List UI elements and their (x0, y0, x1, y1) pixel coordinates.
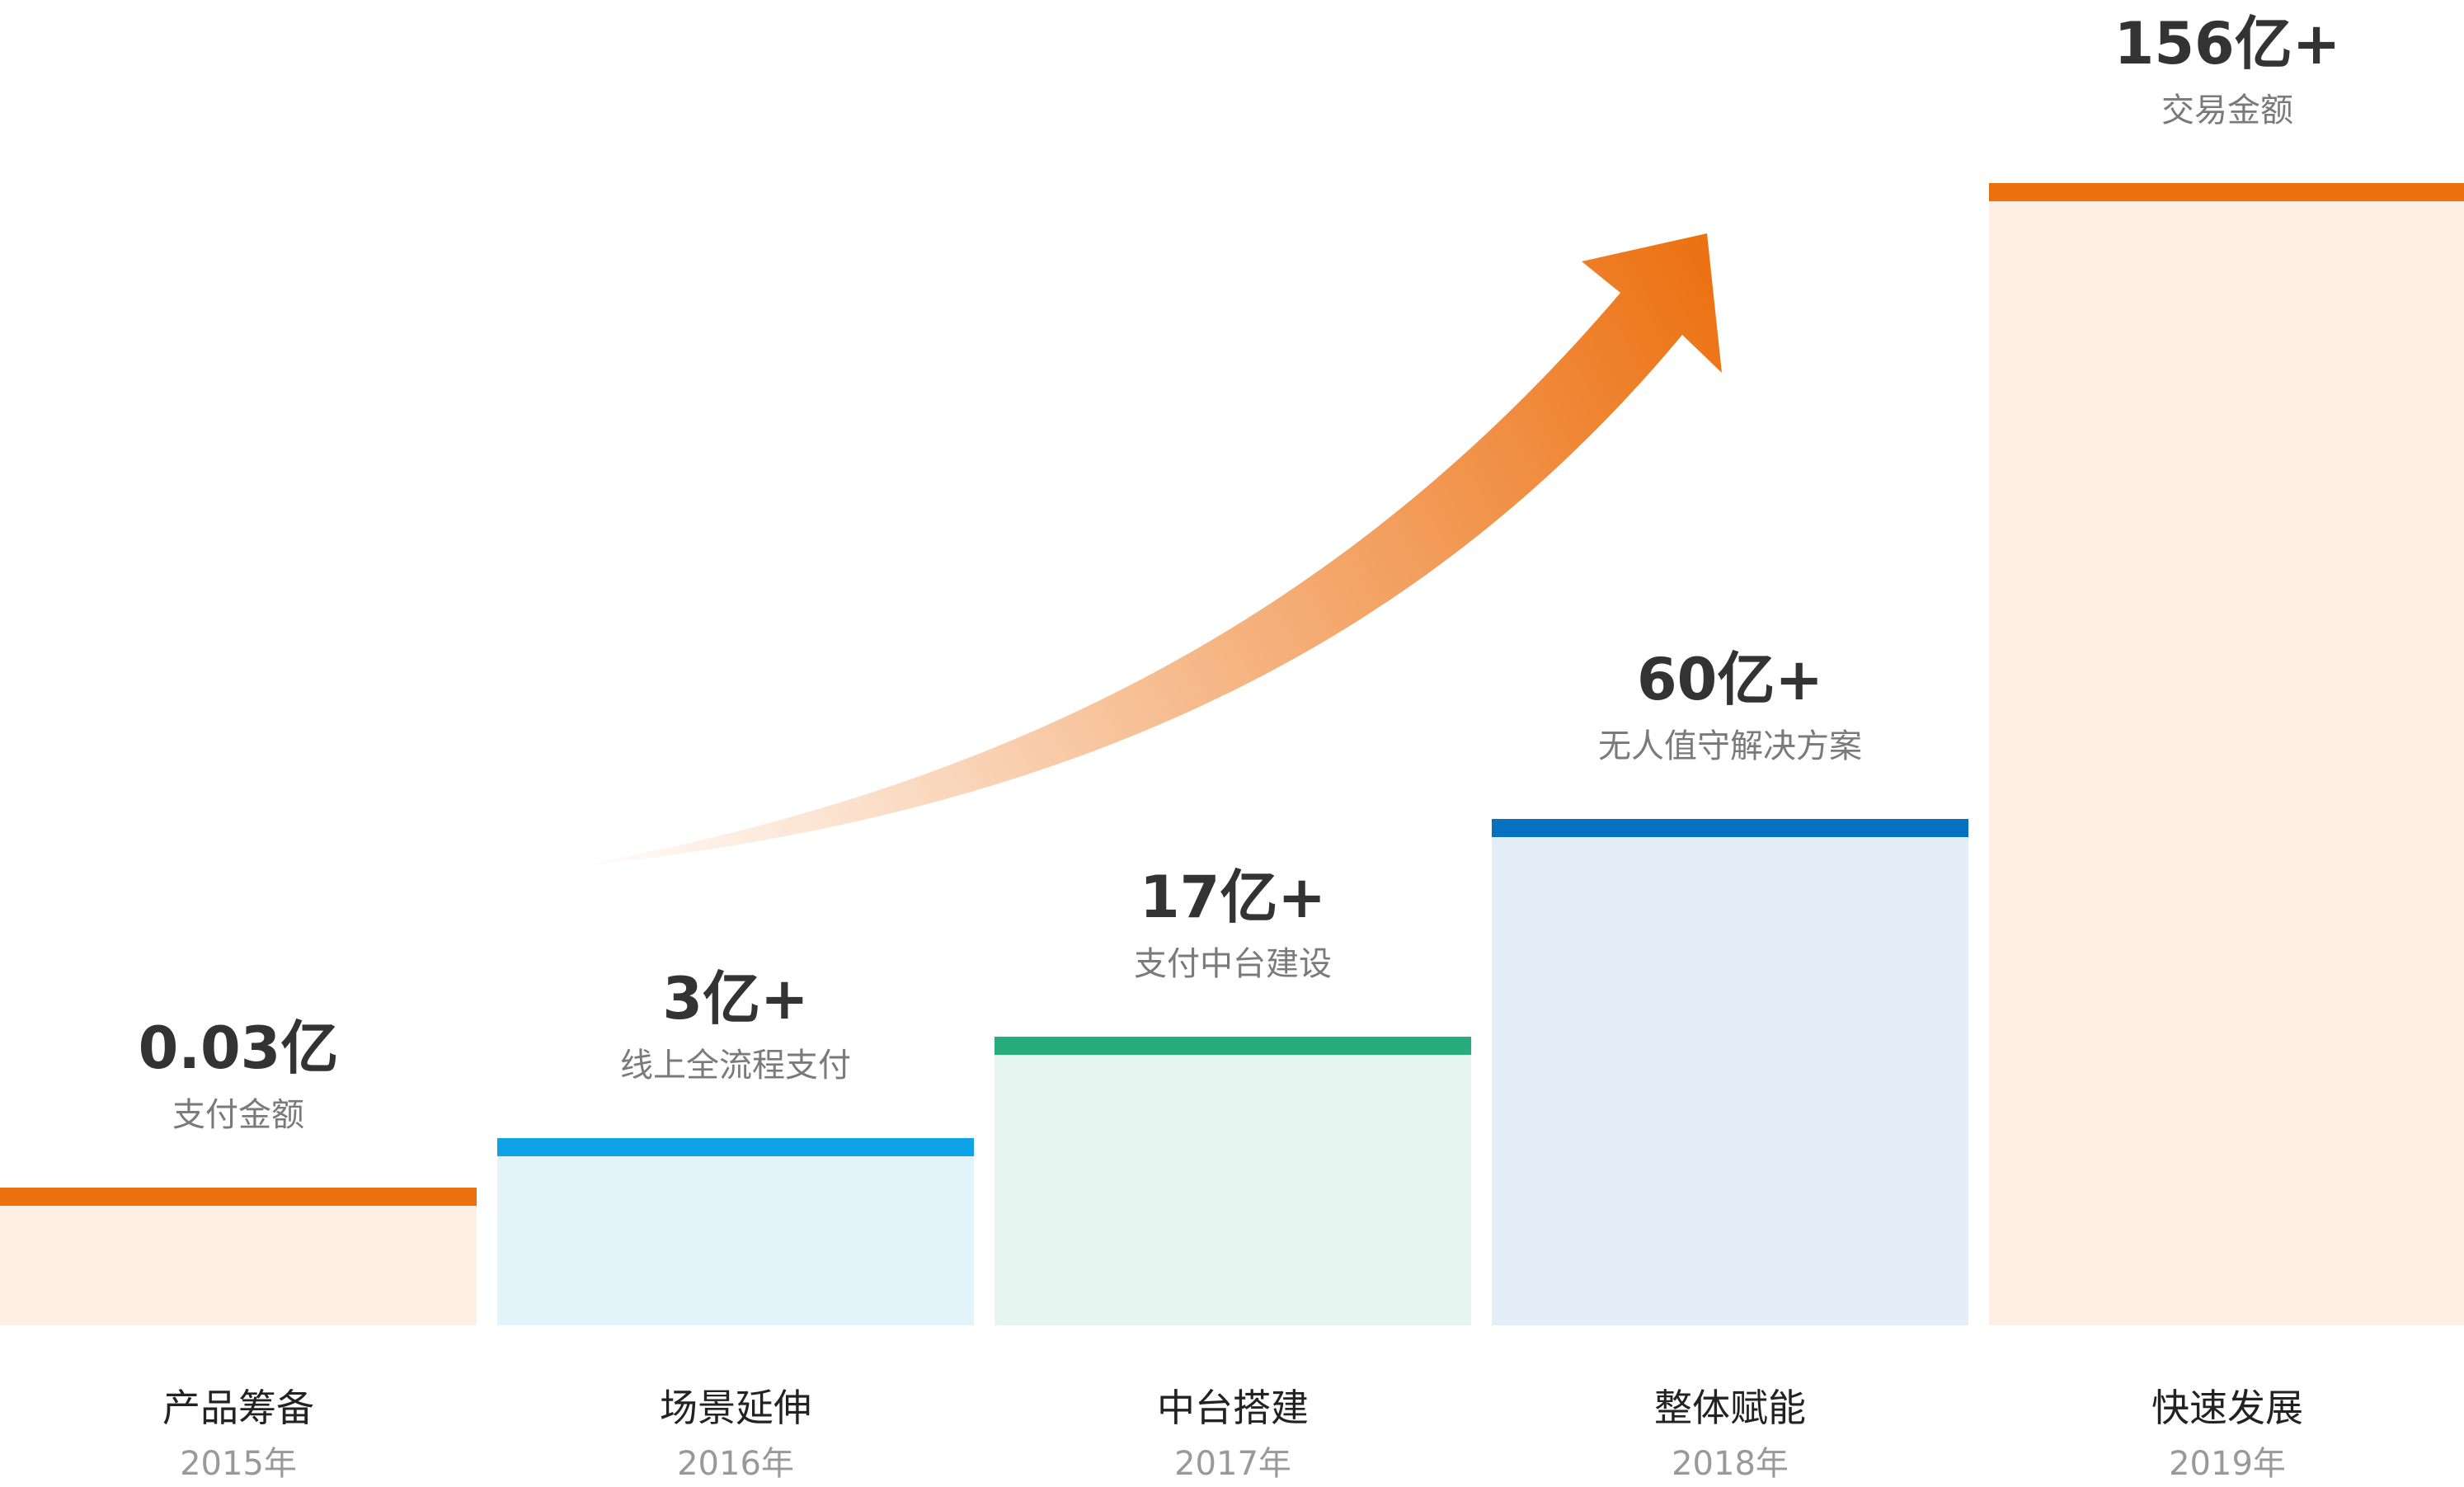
bar-top-stripe-5 (1989, 183, 2464, 201)
category-label-4: 整体赋能 (1654, 1386, 1806, 1430)
category-label-2: 场景延伸 (660, 1386, 811, 1430)
bar-5 (1989, 183, 2464, 1325)
bar-3 (995, 1037, 1471, 1325)
bar-1 (0, 1188, 477, 1325)
description-5: 交易金额 (2161, 92, 2293, 129)
value-label-3: 17亿+ (1140, 863, 1326, 931)
bar-top-stripe-1 (0, 1188, 477, 1206)
bar-2 (497, 1138, 974, 1325)
bar-top-stripe-4 (1492, 819, 1968, 837)
year-label-3: 2017年 (1174, 1445, 1291, 1483)
year-label-1: 2015年 (180, 1445, 297, 1483)
category-label-5: 快速发展 (2151, 1386, 2303, 1430)
description-4: 无人值守解决方案 (1598, 727, 1862, 765)
bar-4 (1492, 819, 1968, 1325)
value-label-1: 0.03亿 (139, 1014, 339, 1082)
category-label-1: 产品筹备 (162, 1386, 314, 1430)
bar-top-stripe-2 (497, 1138, 974, 1156)
bar-top-stripe-3 (995, 1037, 1471, 1055)
value-label-5: 156亿+ (2114, 10, 2341, 78)
value-label-4: 60亿+ (1637, 646, 1823, 713)
value-label-2: 3亿+ (662, 965, 808, 1033)
description-1: 支付金额 (172, 1096, 304, 1134)
growth-arrow (569, 233, 1722, 868)
year-label-2: 2016年 (677, 1445, 794, 1483)
description-2: 线上全流程支付 (620, 1047, 851, 1085)
year-label-5: 2019年 (2169, 1445, 2286, 1483)
description-3: 支付中台建设 (1134, 945, 1332, 983)
year-label-4: 2018年 (1672, 1445, 1789, 1483)
category-label-3: 中台搭建 (1157, 1386, 1309, 1430)
